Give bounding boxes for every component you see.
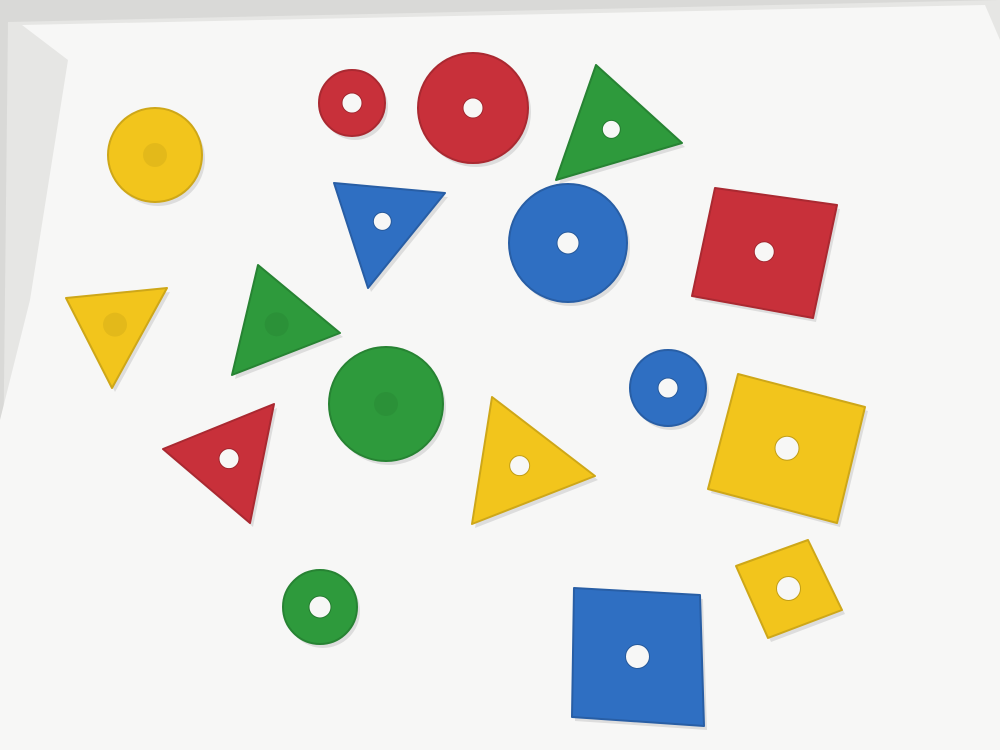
center-hole <box>509 455 531 477</box>
green-triangle-piece <box>555 64 685 184</box>
triangle-body <box>65 287 168 389</box>
yellow-triangle-piece <box>65 287 170 392</box>
green-circle-piece <box>328 346 446 465</box>
center-hole <box>776 576 801 601</box>
center-hole <box>556 231 580 255</box>
green-triangle-piece <box>231 264 343 379</box>
blue-square-piece <box>571 587 707 730</box>
center-dimple <box>264 312 289 337</box>
center-hole <box>601 119 621 139</box>
center-hole <box>341 92 363 114</box>
blue-triangle-piece <box>333 182 448 292</box>
center-hole <box>657 377 679 399</box>
center-dimple <box>143 143 167 167</box>
yellow-circle-piece <box>107 107 205 206</box>
yellow-square-piece <box>707 373 868 527</box>
blue-circle-piece <box>508 183 630 306</box>
yellow-square-piece <box>735 539 845 642</box>
yellow-triangle-piece <box>471 396 598 528</box>
center-hole <box>372 211 392 231</box>
triangle-body <box>333 182 446 289</box>
red-circle-piece <box>318 69 388 140</box>
triangle-body <box>555 64 683 181</box>
red-circle-piece <box>417 52 531 167</box>
center-hole <box>462 97 484 119</box>
triangle-body <box>471 396 596 525</box>
red-triangle-piece <box>162 403 277 527</box>
center-dimple <box>374 392 398 416</box>
center-hole <box>774 435 800 461</box>
blue-circle-piece <box>629 349 709 430</box>
center-hole <box>753 241 775 263</box>
center-dimple <box>103 312 127 337</box>
center-hole <box>308 595 332 619</box>
center-hole <box>625 644 650 669</box>
red-square-piece <box>691 187 840 322</box>
triangle-body <box>162 403 275 524</box>
center-hole <box>218 448 240 470</box>
shapes-layer <box>65 52 868 730</box>
green-circle-piece <box>282 569 360 648</box>
